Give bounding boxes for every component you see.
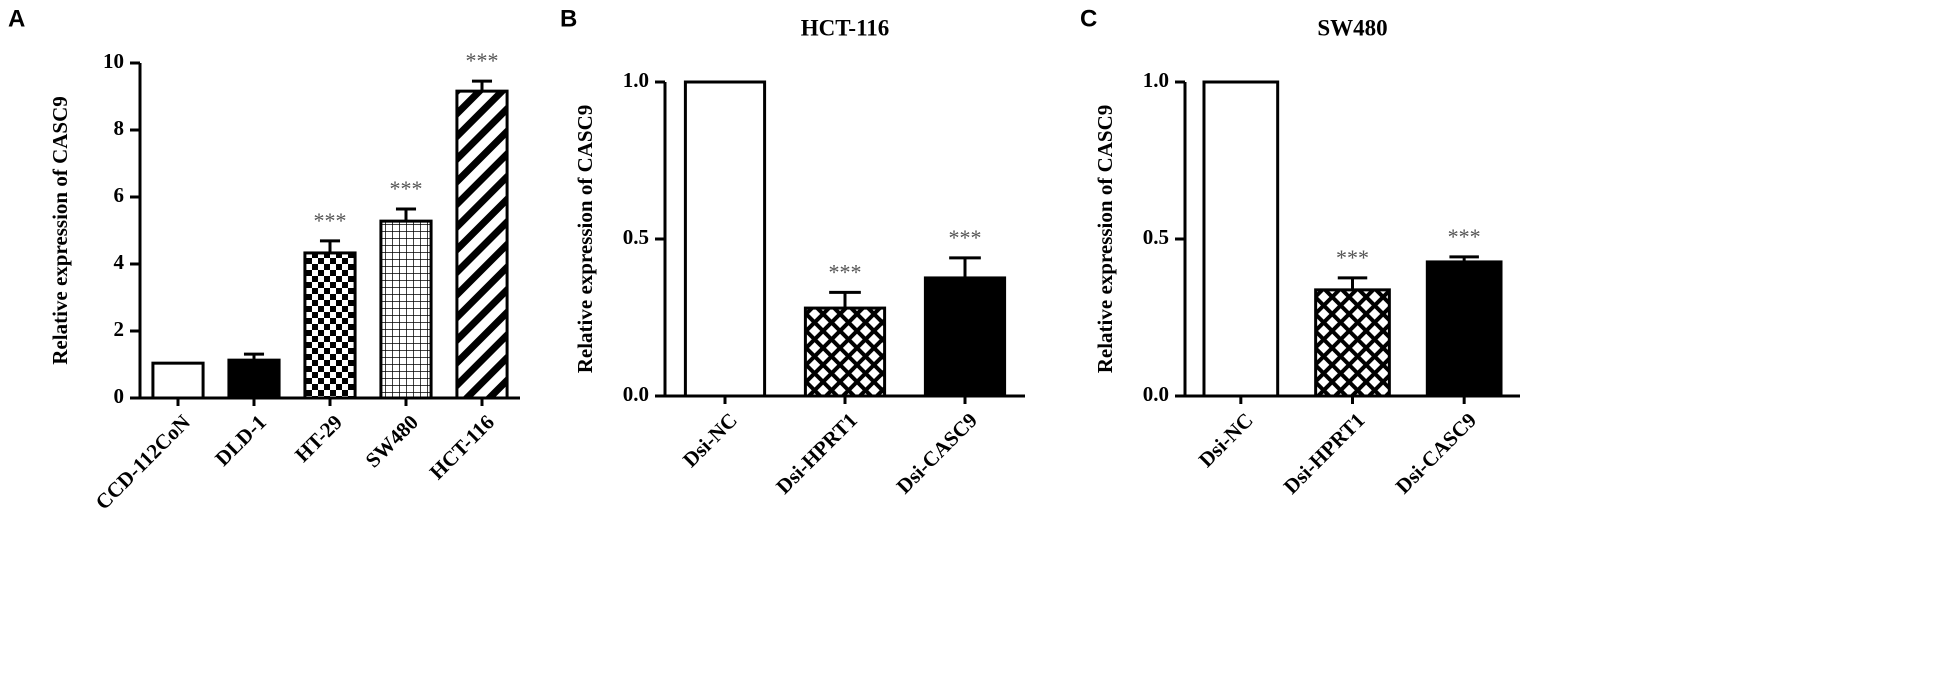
y-tick-label: 2 [114,317,125,341]
bar [1202,80,1280,398]
annotation: *** [949,225,982,250]
y-tick-label: 6 [114,183,125,207]
x-tick-label: Dsi-NC [1194,408,1258,472]
x-tick-label: SW480 [361,410,423,472]
bar [455,89,509,400]
y-tick-label: 1.0 [623,68,649,92]
annotation: *** [829,259,862,284]
y-axis-label: Relative expression of CASC9 [48,96,72,365]
y-tick-label: 0.0 [623,382,649,406]
x-tick-label: Dsi-HPRT1 [1279,408,1370,499]
y-tick-label: 8 [114,116,125,140]
annotation: *** [1336,245,1369,270]
bar [227,358,281,400]
x-tick-label: CCD-112CoN [91,410,195,514]
panel-label: C [1080,5,1097,32]
bar [151,361,205,400]
x-tick-label: Dsi-HPRT1 [771,408,862,499]
bar [923,276,1007,398]
annotation: *** [314,208,347,233]
x-tick-label: HT-29 [290,410,347,467]
bar [1314,288,1391,398]
y-tick-label: 4 [114,250,125,274]
bar [1425,260,1503,398]
y-tick-label: 1.0 [1143,68,1169,92]
annotation: *** [1448,224,1481,249]
y-axis-label: Relative expression of CASC9 [573,105,597,374]
y-tick-label: 0.5 [1143,225,1169,249]
chart-title: HCT-116 [801,15,890,40]
x-tick-label: Dsi-CASC9 [1391,408,1481,498]
bar [379,219,433,400]
x-tick-label: Dsi-NC [678,408,742,472]
x-tick-label: HCT-116 [425,410,499,484]
chart-title: SW480 [1317,15,1387,40]
y-tick-label: 10 [103,49,124,73]
bar [303,251,357,400]
x-tick-label: DLD-1 [210,410,271,471]
bar [683,80,767,398]
y-tick-label: 0 [114,384,125,408]
x-tick-label: Dsi-CASC9 [892,408,982,498]
y-tick-label: 0.0 [1143,382,1169,406]
annotation: *** [466,48,499,73]
annotation: *** [390,176,423,201]
panel-label: B [560,5,577,32]
bar [803,306,887,398]
y-tick-label: 0.5 [623,225,649,249]
y-axis-label: Relative expression of CASC9 [1093,105,1117,374]
panel-label: A [8,5,25,32]
